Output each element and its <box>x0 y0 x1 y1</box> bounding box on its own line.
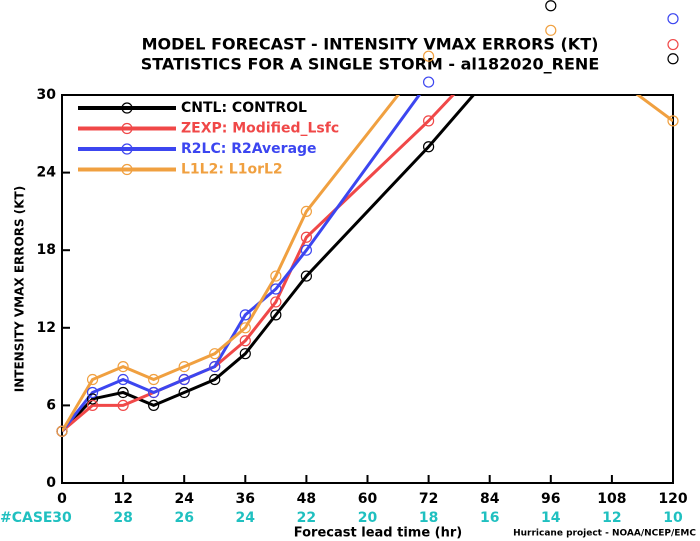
data-point <box>270 296 282 308</box>
case-count: 16 <box>480 510 499 526</box>
y-tick-label: 30 <box>37 87 57 103</box>
data-point <box>239 309 251 321</box>
x-tick-label: 84 <box>480 491 500 507</box>
data-point <box>209 348 221 360</box>
legend-label: CNTL: CONTROL <box>181 100 307 116</box>
footer: Hurricane project - NOAA/NCEP/EMC <box>513 529 696 539</box>
legend-marker <box>121 163 133 176</box>
data-point <box>423 115 435 127</box>
x-tick-label: 12 <box>113 491 132 507</box>
data-point <box>86 386 99 399</box>
data-point <box>148 373 160 386</box>
y-tick-label: 0 <box>46 475 56 491</box>
data-point <box>545 24 557 36</box>
data-point <box>270 309 282 321</box>
case-count: 18 <box>419 510 438 526</box>
data-point <box>300 244 312 256</box>
data-point <box>239 348 251 360</box>
x-tick-label: 120 <box>658 491 687 507</box>
case-count: 22 <box>297 510 316 526</box>
data-point <box>423 76 435 88</box>
x-tick-label: 0 <box>57 491 67 507</box>
case-count: 28 <box>113 510 132 526</box>
x-tick-label: 36 <box>236 491 255 507</box>
data-point <box>300 205 312 217</box>
data-point <box>423 50 435 62</box>
data-point <box>117 361 129 373</box>
data-point <box>270 283 282 295</box>
y-axis-label: INTENSITY VMAX ERRORS (KT) <box>13 186 27 392</box>
data-point <box>148 386 160 399</box>
data-point <box>86 393 99 405</box>
data-point <box>178 373 190 386</box>
legend-marker <box>121 143 133 155</box>
y-tick-label: 18 <box>37 242 56 258</box>
x-tick-label: 72 <box>419 491 438 507</box>
case-count: 20 <box>358 510 378 526</box>
data-point <box>209 373 221 386</box>
y-tick-label: 12 <box>37 320 56 336</box>
case-count: 26 <box>174 510 193 526</box>
data-point <box>117 399 129 411</box>
data-point <box>178 386 190 399</box>
data-point <box>270 270 282 282</box>
x-tick-label: 60 <box>358 491 378 507</box>
legend-label: R2LC: R2Average <box>181 141 317 157</box>
case-count: 12 <box>602 510 621 526</box>
data-point <box>239 335 251 347</box>
case-label: #CASE <box>0 510 53 526</box>
data-point <box>300 231 312 243</box>
x-tick-label: 24 <box>174 491 194 507</box>
chart-title: MODEL FORECAST - INTENSITY VMAX ERRORS (… <box>142 35 599 54</box>
chart-subtitle: STATISTICS FOR A SINGLE STORM - al182020… <box>141 55 600 74</box>
data-point <box>667 115 679 127</box>
plot-frame <box>61 94 674 484</box>
data-point <box>667 38 679 51</box>
data-point <box>545 0 557 12</box>
data-point <box>148 399 160 411</box>
legend-marker <box>121 102 133 114</box>
data-point <box>667 13 679 25</box>
data-point <box>300 270 312 282</box>
case-count: 14 <box>541 510 561 526</box>
data-point <box>117 386 129 399</box>
case-count: 24 <box>236 510 256 526</box>
case-count: 30 <box>52 510 72 526</box>
case-count: 10 <box>663 510 683 526</box>
data-point <box>209 361 221 373</box>
legend-marker <box>121 122 133 135</box>
series-line <box>62 95 673 433</box>
data-point <box>56 425 68 437</box>
data-point <box>178 361 190 373</box>
data-point <box>239 322 251 334</box>
legend-label: ZEXP: Modified_Lsfc <box>181 121 339 137</box>
data-point <box>86 399 99 411</box>
data-point <box>117 373 129 386</box>
legend-label: L1L2: L1orL2 <box>181 162 283 178</box>
data-point <box>667 53 679 65</box>
x-axis-label: Forecast lead time (hr) <box>294 526 462 541</box>
y-tick-label: 6 <box>46 397 56 413</box>
y-tick-label: 24 <box>37 165 57 181</box>
x-tick-label: 96 <box>541 491 560 507</box>
x-tick-label: 48 <box>297 491 316 507</box>
x-tick-label: 108 <box>597 491 626 507</box>
data-point <box>423 141 435 153</box>
data-point <box>86 373 99 386</box>
